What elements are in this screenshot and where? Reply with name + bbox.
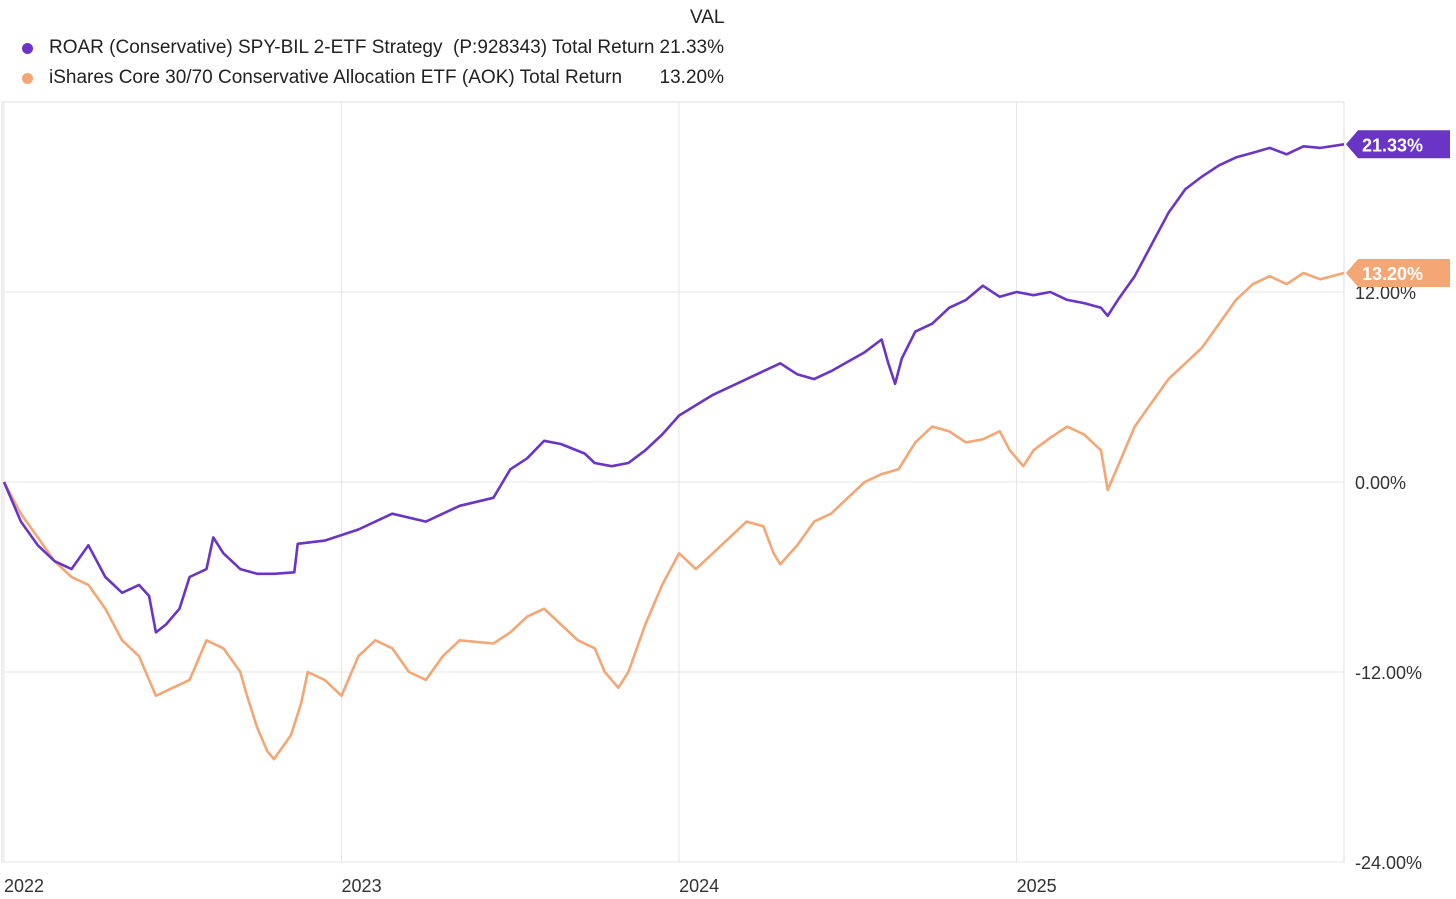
- x-tick-label: 2022: [4, 876, 44, 896]
- legend-entry-aok[interactable]: iShares Core 30/70 Conservative Allocati…: [22, 65, 622, 91]
- legend-dot-aok-icon: [22, 72, 33, 84]
- svg-text:21.33%: 21.33%: [1362, 135, 1423, 155]
- grid: [1, 101, 1345, 863]
- end-labels: 21.33% 13.20%: [1346, 130, 1450, 287]
- legend: VAL ROAR (Conservative) SPY-BIL 2-ETF St…: [0, 0, 760, 100]
- y-tick-label: -24.00%: [1355, 853, 1422, 873]
- y-tick-label: 12.00%: [1355, 283, 1416, 303]
- legend-entry-roar[interactable]: ROAR (Conservative) SPY-BIL 2-ETF Strate…: [22, 35, 654, 61]
- y-tick-label: -12.00%: [1355, 663, 1422, 683]
- y-tick-label: 0.00%: [1355, 473, 1406, 493]
- x-tick-label: 2024: [679, 876, 719, 896]
- x-tick-label: 2025: [1017, 876, 1057, 896]
- y-axis-ticks: -24.00% -12.00% 0.00% 12.00%: [1355, 283, 1422, 873]
- legend-dot-roar-icon: [22, 42, 33, 54]
- legend-value-aok: 13.20%: [659, 67, 724, 88]
- x-tick-label: 2023: [342, 876, 382, 896]
- svg-text:13.20%: 13.20%: [1362, 264, 1423, 284]
- series-line-aok: [2, 271, 1345, 761]
- legend-label-roar: ROAR (Conservative) SPY-BIL 2-ETF Strate…: [49, 37, 655, 58]
- end-label-aok: 13.20%: [1346, 259, 1450, 287]
- series-lines: [2, 143, 1345, 761]
- series-line-roar: [2, 143, 1345, 634]
- x-axis-ticks: 2022 2023 2024 2025: [4, 876, 1057, 896]
- end-label-roar: 21.33%: [1346, 130, 1450, 159]
- legend-value-roar: 21.33%: [659, 37, 724, 58]
- legend-label-aok: iShares Core 30/70 Conservative Allocati…: [49, 67, 623, 88]
- legend-value-header: VAL: [690, 7, 725, 28]
